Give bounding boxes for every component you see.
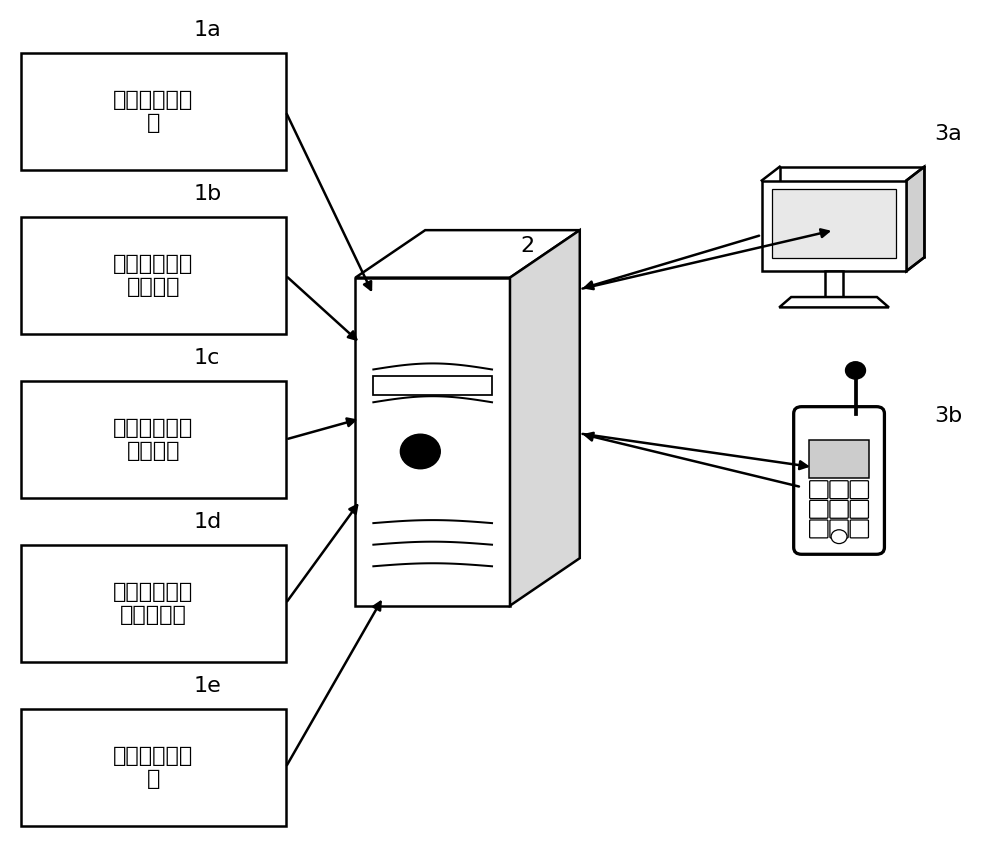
Polygon shape xyxy=(906,166,924,271)
Polygon shape xyxy=(779,297,889,307)
Bar xyxy=(780,166,924,257)
Text: 充电枪温度信
号采集装置: 充电枪温度信 号采集装置 xyxy=(113,582,194,625)
Bar xyxy=(762,180,906,271)
Text: 3a: 3a xyxy=(934,124,962,144)
Text: 充电桩电信号
采集装置: 充电桩电信号 采集装置 xyxy=(113,254,194,297)
Bar xyxy=(21,217,286,333)
Polygon shape xyxy=(355,230,580,278)
FancyBboxPatch shape xyxy=(830,520,848,538)
Bar xyxy=(21,53,286,170)
FancyBboxPatch shape xyxy=(850,481,868,499)
FancyBboxPatch shape xyxy=(810,520,828,538)
Bar xyxy=(809,440,869,478)
Circle shape xyxy=(846,362,865,379)
Text: 桩门锁检测装
置: 桩门锁检测装 置 xyxy=(113,746,194,789)
Text: 1c: 1c xyxy=(193,348,219,368)
Bar xyxy=(355,278,510,605)
Bar xyxy=(772,189,896,258)
FancyBboxPatch shape xyxy=(830,501,848,518)
Text: 3b: 3b xyxy=(934,406,962,426)
Bar xyxy=(21,709,286,826)
FancyBboxPatch shape xyxy=(830,481,848,499)
FancyBboxPatch shape xyxy=(810,501,828,518)
Text: 红外温度传感
器: 红外温度传感 器 xyxy=(113,90,194,133)
Circle shape xyxy=(831,530,847,544)
Text: 2: 2 xyxy=(520,236,534,256)
Circle shape xyxy=(400,434,440,469)
Bar xyxy=(21,546,286,662)
FancyBboxPatch shape xyxy=(850,520,868,538)
FancyBboxPatch shape xyxy=(794,407,884,554)
Text: 1e: 1e xyxy=(193,676,221,696)
Text: 1a: 1a xyxy=(193,20,221,40)
Bar xyxy=(373,377,492,396)
FancyBboxPatch shape xyxy=(810,481,828,499)
Polygon shape xyxy=(510,230,580,605)
Text: 1b: 1b xyxy=(193,184,221,204)
Bar xyxy=(21,381,286,498)
Text: 充电枪电信号
采集装置: 充电枪电信号 采集装置 xyxy=(113,418,194,461)
FancyBboxPatch shape xyxy=(850,501,868,518)
Bar xyxy=(825,271,843,297)
Text: 1d: 1d xyxy=(193,513,221,533)
